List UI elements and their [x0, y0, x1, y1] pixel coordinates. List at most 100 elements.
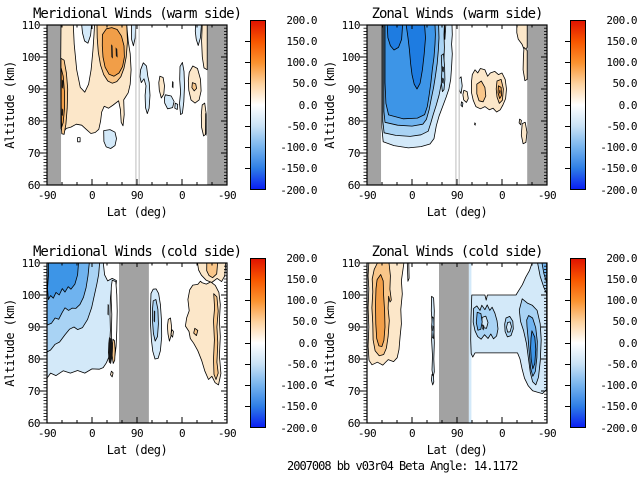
colorbar-tick-label: -100.0	[280, 141, 317, 154]
y-tick-label: 110	[21, 19, 41, 32]
contour-region-neg1	[460, 101, 464, 108]
y-tick-label: 110	[21, 257, 41, 270]
colorbar-tick-label: 200.0	[606, 251, 637, 265]
contour-region-pos1	[518, 118, 522, 126]
y-tick-label: 80	[347, 115, 361, 128]
plot-border	[366, 24, 548, 186]
y-tick-label: 110	[341, 257, 361, 270]
y-axis-label: Altitude (km)	[323, 299, 337, 387]
colorbar-gradient	[570, 20, 586, 190]
colorbar-tick-label: 0.0	[298, 98, 318, 112]
colorbar-tick-label: -200.0	[600, 183, 637, 197]
contour-region-dark	[205, 113, 207, 136]
colorbar-tick-label: 50.0	[612, 77, 638, 91]
contour-region-pos1	[520, 121, 528, 145]
contour-plot	[360, 262, 548, 424]
colorbar-tick-label: 200.0	[286, 251, 317, 265]
contour-region-pos1	[184, 280, 222, 386]
contour-region-pos1	[522, 46, 528, 82]
y-tick-label: 90	[27, 321, 41, 334]
contour-region-neg4	[530, 330, 537, 370]
contour-region-neg5	[405, 24, 426, 90]
no-data-band	[367, 25, 382, 185]
colorbar-tick	[565, 278, 570, 280]
no-data-band	[439, 263, 469, 423]
contour-region-pos3	[375, 274, 386, 347]
x-tick-label: -90	[217, 189, 237, 202]
contour-region-pos1	[110, 370, 114, 378]
contour-region-pos1	[516, 24, 528, 52]
contour-region-pos1	[158, 75, 165, 99]
y-tick-label: 60	[347, 179, 361, 192]
contour-region-pos2	[193, 327, 199, 336]
y-tick-label: 110	[341, 19, 361, 32]
colorbar-tick-label: -150.0	[280, 400, 317, 414]
contour-region-dark	[442, 77, 444, 84]
contour-region-dark	[111, 44, 113, 59]
x-tick-label: -90	[537, 427, 557, 440]
x-tick-label: 0	[88, 189, 96, 202]
contour-region-dark	[442, 66, 444, 73]
panel-meridional-cold: Meridional Winds (cold side) Altitude (k…	[3, 244, 318, 457]
colorbar-tick	[565, 168, 570, 170]
plot-border	[46, 262, 228, 424]
x-tick-label: -90	[357, 189, 377, 202]
y-tick-label: 90	[347, 83, 361, 96]
contour-region-pos1	[167, 317, 172, 342]
colorbar-tick	[565, 83, 570, 85]
x-axis-label: Lat (deg)	[106, 443, 168, 457]
x-tick-label: 0	[408, 427, 416, 440]
y-tick-label: 60	[27, 179, 41, 192]
x-axis-label: Lat (deg)	[426, 205, 488, 219]
colorbar-tick-label: 50.0	[292, 315, 318, 329]
colorbar-tick-label: 150.0	[286, 272, 317, 286]
colorbar-tick-label: -150.0	[600, 400, 637, 414]
colorbar-tick-label: 50.0	[612, 315, 638, 329]
colorbar-tick	[245, 147, 250, 148]
colorbar-tick-label: -200.0	[600, 421, 637, 435]
contour-region-dark	[61, 108, 64, 117]
plot-border	[366, 262, 548, 424]
colorbar-tick-label: 150.0	[606, 272, 637, 286]
plot-border	[46, 24, 228, 186]
y-axis-label: Altitude (km)	[3, 299, 17, 387]
orbit-seam	[135, 25, 140, 185]
colorbar-tick	[245, 321, 250, 323]
colorbar-tick-label: -100.0	[600, 379, 637, 392]
contour-region-pos3	[101, 27, 125, 77]
y-tick-label: 90	[27, 83, 41, 96]
y-tick-label: 80	[27, 353, 41, 366]
colorbar-tick	[245, 385, 250, 386]
contour-region-neg2	[152, 299, 159, 342]
contour-region-neg1	[431, 374, 435, 386]
contour-region-dark	[482, 324, 485, 331]
contour-region-neg2	[440, 53, 446, 92]
colorbar-tick-label: 0.0	[298, 336, 318, 350]
x-axis-label: Lat (deg)	[426, 443, 488, 457]
contour-region-neg1	[179, 62, 185, 115]
colorbar-tick-label: 150.0	[606, 34, 637, 48]
x-tick-label: 0	[498, 427, 506, 440]
colorbar-tick-label: -50.0	[606, 119, 637, 133]
x-tick-label: 0	[408, 189, 416, 202]
colorbar-tick-label: -200.0	[280, 183, 317, 197]
contour-region-dark	[61, 79, 64, 89]
colorbar-tick	[245, 40, 250, 42]
contour-region-neg1	[506, 321, 512, 333]
colorbar: 200.0 150.0 100.0 50.0 0.0 -50.0 -100.0 -150.0 -…	[245, 14, 370, 197]
colorbar-tick	[245, 363, 250, 365]
contour-region-neg1	[174, 102, 179, 110]
contour-region-neg5	[386, 24, 403, 51]
colorbar-tick	[565, 300, 570, 301]
colorbar-tick-label: 50.0	[292, 77, 318, 91]
colorbar-tick-label: 0.0	[618, 336, 638, 350]
contour-region-dark	[171, 81, 174, 89]
colorbar-tick-label: -150.0	[600, 162, 637, 176]
contour-region-dark	[499, 89, 501, 95]
contour-region-pos1	[200, 102, 207, 137]
y-tick-label: 70	[27, 385, 41, 398]
colorbar: 200.0 150.0 100.0 50.0 0.0 -50.0 -100.0 -150.0 -…	[565, 14, 640, 197]
colorbar-tick-label: -50.0	[286, 119, 317, 133]
y-tick-label: 60	[27, 417, 41, 430]
